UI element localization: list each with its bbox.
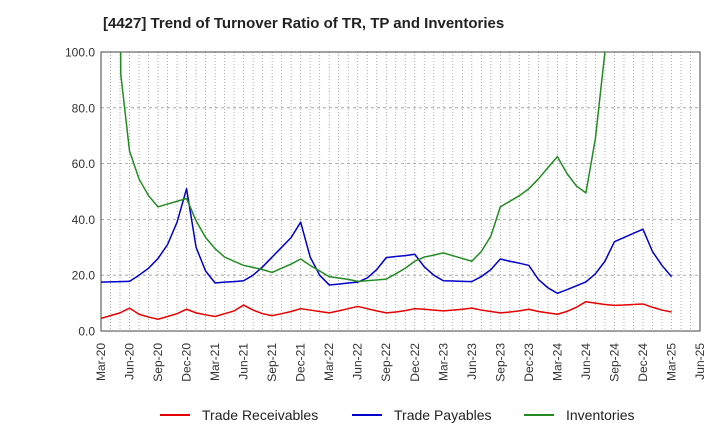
y-tick-label: 100.0: [65, 46, 95, 60]
x-tick-label: Jun-21: [237, 343, 251, 380]
series-inventories: [119, 52, 606, 283]
legend-label-inventories: Inventories: [566, 407, 635, 423]
x-tick-label: Sep-22: [379, 343, 393, 382]
ticks-layer: 0.0 20.0 40.0 60.0 80.0 100.0 Mar-20 Jun-20 Sep-…: [65, 46, 707, 382]
y-tick-label: 0.0: [78, 325, 95, 339]
x-tick-label: Jun-24: [579, 343, 593, 380]
x-tick-label: Sep-21: [265, 343, 279, 382]
legend-item-trade-payables: Trade Payables: [352, 405, 492, 425]
y-tick-label: 40.0: [72, 213, 96, 227]
chart-legend: Trade Receivables Trade Payables Invento…: [0, 405, 720, 425]
series-line: [119, 52, 606, 283]
y-tick-label: 20.0: [72, 269, 96, 283]
grid-layer: [100, 51, 701, 332]
series-line: [101, 300, 672, 321]
legend-label-trade-receivables: Trade Receivables: [202, 407, 319, 423]
x-tick-label: Sep-24: [607, 343, 621, 382]
series-line: [101, 187, 673, 295]
x-tick-label: Sep-20: [151, 343, 165, 382]
legend-item-trade-receivables: Trade Receivables: [160, 405, 318, 425]
chart-title: [4427] Trend of Turnover Ratio of TR, TP…: [103, 15, 505, 32]
series-trade-receivables: [101, 300, 672, 321]
plot-border: [100, 51, 701, 332]
x-tick-label: Mar-21: [208, 343, 222, 381]
x-tick-label: Jun-23: [465, 343, 479, 380]
legend-swatch-trade-receivables: [160, 414, 190, 416]
x-tick-label: Dec-22: [408, 343, 422, 382]
y-tick-label: 80.0: [72, 101, 96, 115]
legend-swatch-inventories: [524, 414, 554, 416]
x-tick-label: Sep-23: [493, 343, 507, 382]
x-tick-label: Jun-22: [351, 343, 365, 380]
x-tick-label: Dec-24: [636, 343, 650, 382]
x-tick-label: Mar-20: [94, 343, 108, 381]
x-tick-label: Mar-24: [550, 343, 564, 381]
series-trade-payables: [101, 187, 673, 295]
x-tick-label: Dec-21: [294, 343, 308, 382]
series-layer: [101, 52, 673, 321]
axes-layer: [100, 51, 701, 332]
x-tick-label: Jun-25: [693, 343, 707, 380]
x-tick-label: Dec-23: [522, 343, 536, 382]
legend-label-trade-payables: Trade Payables: [394, 407, 492, 423]
y-tick-label: 60.0: [72, 157, 96, 171]
legend-item-inventories: Inventories: [524, 405, 634, 425]
legend-swatch-trade-payables: [352, 414, 382, 416]
x-tick-label: Jun-20: [123, 343, 137, 380]
x-tick-label: Dec-20: [180, 343, 194, 382]
x-tick-label: Mar-23: [436, 343, 450, 381]
x-tick-label: Mar-25: [664, 343, 678, 381]
x-tick-label: Mar-22: [322, 343, 336, 381]
